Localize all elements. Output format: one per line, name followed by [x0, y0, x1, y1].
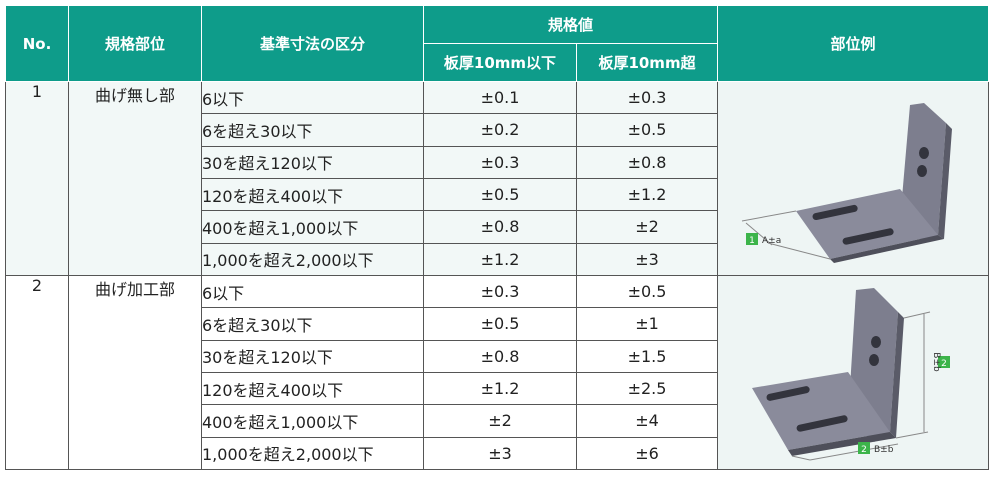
row-part: 曲げ無し部 — [68, 81, 202, 276]
header-thin: 板厚10mm以下 — [423, 43, 577, 82]
dim-cell: 30を超え120以下 — [201, 339, 424, 373]
table-row: 120を超え400以下 ±1.2 ±2.5 — [6, 371, 989, 406]
figure-label: A±a — [762, 236, 781, 246]
slot-icon — [766, 386, 810, 402]
tolerance-table: No. 規格部位 基準寸法の区分 規格値 部位例 板厚10mm以下 板厚10mm… — [5, 5, 990, 471]
thin-value-cell: ±0.5 — [423, 307, 577, 341]
badge-icon — [746, 233, 759, 246]
thin-value-cell: ±3 — [423, 436, 577, 471]
dim-cell: 400を超え1,000以下 — [201, 210, 424, 244]
thick-value-cell: ±2 — [575, 210, 719, 244]
thin-value-cell: ±0.3 — [423, 274, 577, 309]
thick-value-cell: ±2.5 — [575, 371, 719, 406]
thin-value-cell: ±0.3 — [423, 145, 577, 179]
figure-badge: 2 — [861, 445, 867, 455]
dim-cell: 400を超え1,000以下 — [201, 404, 424, 438]
thick-value-cell: ±6 — [575, 436, 719, 471]
badge-icon — [938, 356, 951, 369]
thick-value-cell: ±0.8 — [575, 145, 719, 179]
thick-value-cell: ±4 — [575, 404, 719, 438]
row-part: 曲げ加工部 — [68, 274, 202, 471]
dim-cell: 120を超え400以下 — [201, 371, 424, 406]
dim-cell: 6を超え30以下 — [201, 307, 424, 341]
header-thick: 板厚10mm超 — [575, 43, 719, 82]
dim-cell: 6以下 — [201, 274, 424, 309]
table-row: 1,000を超え2,000以下 ±3 ±6 — [6, 436, 989, 471]
header-example: 部位例 — [717, 5, 990, 82]
example-figure-cell: 1 A±a — [717, 81, 990, 276]
header-no: No. — [5, 5, 69, 82]
thin-value-cell: ±0.8 — [423, 339, 577, 373]
figure-label: B±b — [874, 445, 894, 455]
thick-value-cell: ±1 — [575, 307, 719, 341]
thick-value-cell: ±0.5 — [575, 274, 719, 309]
slot-icon — [812, 205, 858, 221]
figure-label-vertical: B±b — [931, 353, 941, 373]
bracket-figure-flat: 1 A±a — [741, 103, 953, 264]
thin-value-cell: ±1.2 — [423, 371, 577, 406]
thin-value-cell: ±1.2 — [423, 242, 577, 276]
thick-value-cell: ±1.5 — [575, 339, 719, 373]
table-row: 1,000を超え2,000以下 ±1.2 ±3 — [6, 242, 989, 276]
bracket-figure-bent: 2 B±b 2 B±b — [752, 288, 951, 461]
dim-cell: 1,000を超え2,000以下 — [201, 242, 424, 276]
header-dim-class: 基準寸法の区分 — [201, 5, 424, 82]
hole-icon — [869, 354, 880, 367]
thin-value-cell: ±0.2 — [423, 113, 577, 147]
dim-cell: 6以下 — [201, 80, 424, 115]
figure-badge: 1 — [749, 236, 755, 246]
table-row: 1 曲げ無し部 6以下 ±0.1 ±0.3 1 A±a — [5, 80, 990, 276]
dim-cell: 1,000を超え2,000以下 — [201, 436, 424, 471]
header-spec-value: 規格値 — [422, 5, 719, 44]
table-row: 6を超え30以下 ±0.2 ±0.5 — [6, 113, 989, 147]
example-figure-cell: 2 B±b 2 B±b — [717, 274, 990, 471]
header-part: 規格部位 — [68, 5, 202, 82]
table-body: 1 曲げ無し部 6以下 ±0.1 ±0.3 1 A±a 6を超え30以下 ±0.2 ±0.5… — [5, 80, 990, 471]
row-no: 1 — [5, 81, 69, 276]
dim-cell: 120を超え400以下 — [201, 177, 424, 212]
dim-cell: 30を超え120以下 — [201, 145, 424, 179]
hole-icon — [871, 336, 882, 349]
thick-value-cell: ±0.5 — [575, 113, 719, 147]
table-row: 120を超え400以下 ±0.5 ±1.2 — [6, 177, 989, 212]
slot-icon — [842, 228, 894, 246]
thick-value-cell: ±1.2 — [575, 177, 719, 212]
thin-value-cell: ±0.5 — [423, 177, 577, 212]
thin-value-cell: ±2 — [423, 404, 577, 438]
thick-value-cell: ±3 — [575, 242, 719, 276]
figure-badge-vertical: 2 — [941, 359, 947, 369]
thin-value-cell: ±0.1 — [423, 80, 577, 115]
table-row: 400を超え1,000以下 ±0.8 ±2 — [6, 210, 989, 244]
table-row: 2 曲げ加工部 6以下 ±0.3 ±0.5 2 B±b 2 B±b — [5, 274, 990, 471]
table-row: 30を超え120以下 ±0.8 ±1.5 — [6, 339, 989, 373]
row-no: 2 — [5, 274, 69, 471]
thick-value-cell: ±0.3 — [575, 80, 719, 115]
dim-cell: 6を超え30以下 — [201, 113, 424, 147]
badge-icon — [858, 442, 871, 455]
table-row: 6を超え30以下 ±0.5 ±1 — [6, 307, 989, 341]
slot-icon — [796, 415, 848, 433]
hole-icon — [919, 147, 930, 160]
thin-value-cell: ±0.8 — [423, 210, 577, 244]
hole-icon — [917, 165, 928, 178]
